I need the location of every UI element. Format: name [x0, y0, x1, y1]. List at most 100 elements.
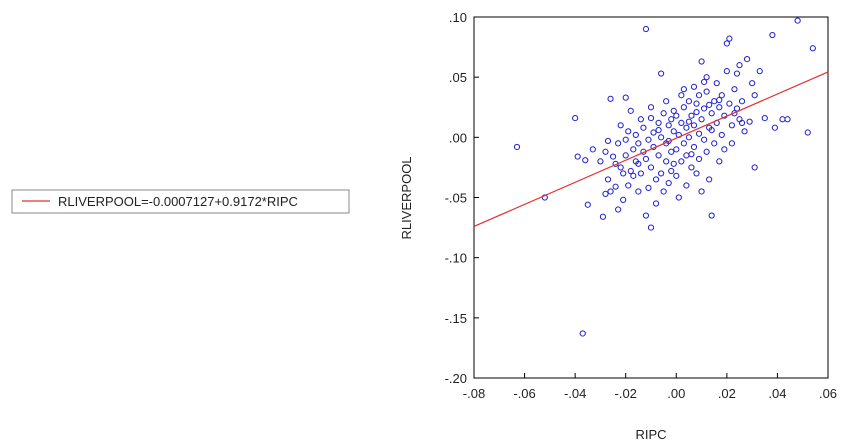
data-point	[615, 140, 622, 147]
data-point	[652, 176, 660, 183]
data-point	[688, 164, 695, 171]
data-point	[756, 68, 763, 75]
data-point	[693, 170, 700, 177]
data-point	[690, 83, 698, 90]
y-axis-tick-labels: -.20 -.15 -.10 -.05 .00 .05 .10	[445, 10, 467, 386]
data-point	[688, 112, 695, 119]
data-point	[718, 92, 725, 99]
data-point	[706, 101, 713, 108]
y-tick-label: .05	[449, 70, 467, 85]
data-point	[769, 31, 776, 39]
data-point	[738, 119, 746, 126]
data-point	[693, 108, 700, 116]
data-point	[589, 146, 596, 153]
data-point	[604, 137, 612, 145]
x-tick-label: .02	[718, 386, 736, 401]
data-point	[617, 122, 624, 129]
x-tick-label: -.06	[513, 386, 535, 401]
data-point	[645, 184, 652, 191]
data-point	[749, 80, 756, 87]
data-point	[665, 122, 672, 129]
data-point	[630, 146, 637, 153]
data-point	[728, 140, 736, 147]
data-point	[670, 128, 677, 135]
data-point	[794, 17, 801, 24]
data-point	[663, 158, 670, 165]
data-point	[622, 152, 629, 159]
x-tick-label: -.04	[564, 386, 586, 401]
data-point	[711, 98, 718, 105]
data-point	[617, 164, 624, 171]
y-tick-label: -.05	[445, 191, 467, 206]
data-point	[642, 25, 650, 33]
data-point	[685, 98, 693, 105]
data-point	[635, 160, 642, 167]
data-point	[690, 122, 698, 129]
data-point	[703, 148, 710, 155]
data-point	[708, 110, 715, 117]
data-point	[698, 188, 705, 195]
data-point	[645, 136, 652, 143]
data-point	[678, 119, 685, 126]
data-point	[572, 114, 579, 122]
data-point	[620, 196, 627, 204]
data-point	[683, 124, 690, 131]
x-tick-label: -.08	[463, 386, 485, 401]
data-point	[741, 128, 748, 135]
data-point	[599, 213, 607, 220]
data-point	[733, 70, 741, 77]
data-point	[708, 212, 715, 219]
data-point	[716, 96, 723, 104]
data-point	[761, 114, 768, 122]
data-point	[695, 155, 703, 163]
data-point	[635, 188, 642, 195]
data-point	[579, 330, 586, 337]
data-point	[693, 100, 700, 107]
y-axis-title: RLIVERPOOL	[399, 156, 414, 239]
data-point	[698, 116, 705, 123]
data-point	[701, 105, 708, 112]
data-point	[625, 128, 632, 135]
data-point	[746, 118, 753, 125]
data-point	[584, 201, 591, 208]
data-point	[620, 170, 627, 177]
data-point	[685, 118, 693, 125]
data-point	[668, 116, 675, 123]
data-point	[622, 136, 629, 143]
data-point	[627, 167, 634, 175]
data-point	[670, 160, 677, 167]
data-point	[680, 104, 687, 111]
data-point	[650, 129, 657, 136]
data-point	[703, 88, 710, 95]
data-point	[630, 172, 637, 179]
data-point	[743, 56, 751, 63]
y-tick-label: -.15	[445, 311, 467, 326]
data-point	[642, 155, 650, 163]
y-tick-label: .10	[449, 10, 467, 25]
data-point	[738, 98, 746, 105]
data-point	[582, 157, 589, 164]
data-point	[706, 176, 713, 183]
data-point	[660, 188, 667, 195]
data-point	[678, 158, 685, 165]
data-point	[731, 86, 738, 93]
data-point	[731, 110, 738, 117]
data-point	[607, 188, 614, 195]
data-point	[716, 104, 723, 111]
data-point	[809, 45, 816, 52]
data-point	[718, 131, 725, 139]
y-tick-label: .00	[449, 130, 467, 145]
data-point	[670, 107, 677, 114]
data-point	[655, 127, 662, 134]
data-point	[680, 140, 687, 147]
data-point	[695, 92, 703, 99]
data-point	[695, 130, 703, 137]
data-point	[658, 70, 665, 77]
data-point	[680, 86, 687, 93]
data-point	[703, 74, 710, 81]
plot-frame	[473, 16, 829, 379]
data-point	[771, 124, 779, 131]
data-point	[668, 167, 675, 175]
data-point	[637, 116, 644, 123]
data-point	[804, 129, 811, 136]
